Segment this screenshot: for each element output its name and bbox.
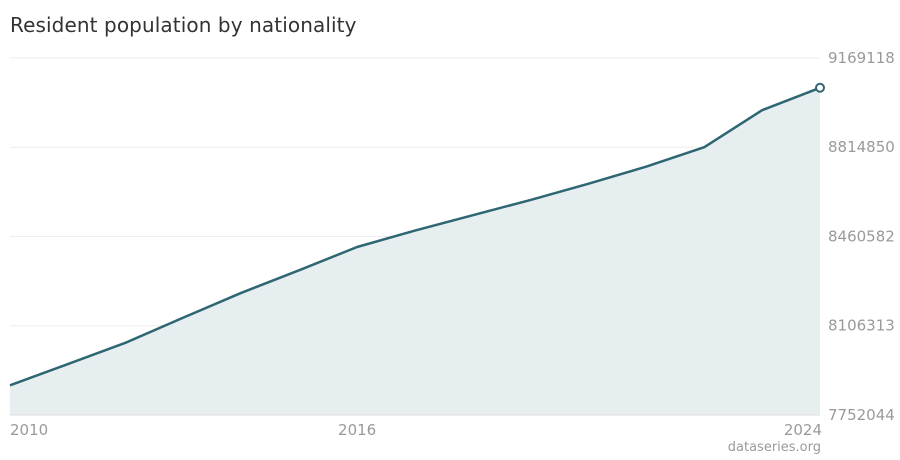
x-tick-label: 2016 (338, 421, 376, 439)
last-data-point (815, 82, 825, 93)
data-points (815, 82, 825, 93)
x-axis-ticks: 2010 2016 2024 (10, 421, 822, 439)
y-axis-ticks: 9169118 8814850 8460582 8106313 7752044 (828, 49, 895, 424)
chart-title: Resident population by nationality (10, 13, 357, 37)
x-tick-label: 2024 (784, 421, 822, 439)
source-label: dataseries.org (727, 440, 821, 455)
series-line (9, 86, 821, 387)
x-tick-label: 2010 (10, 421, 48, 439)
area-fill (10, 87, 820, 416)
y-tick-label: 9169118 (828, 49, 895, 67)
y-tick-label: 8460582 (828, 227, 895, 245)
y-tick-label: 7752044 (828, 406, 895, 424)
y-tick-label: 8814850 (828, 138, 895, 156)
y-tick-label: 8106313 (828, 317, 895, 335)
